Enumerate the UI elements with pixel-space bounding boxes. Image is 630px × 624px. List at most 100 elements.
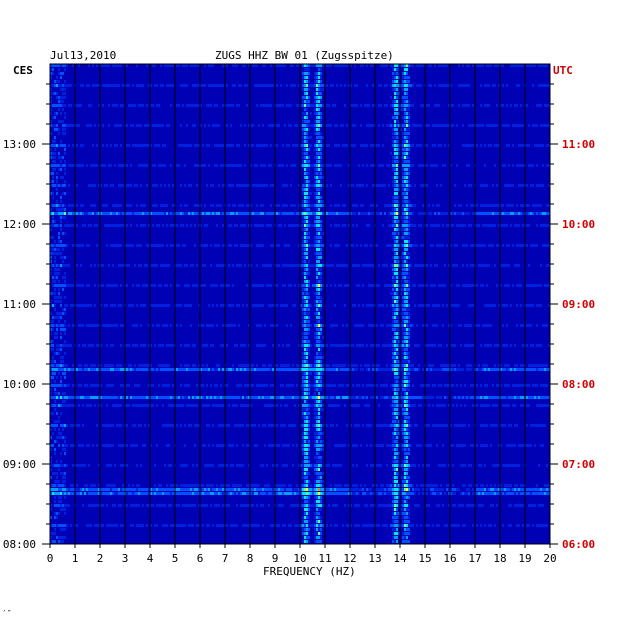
heatmap-cell	[448, 404, 450, 407]
heatmap-cell	[468, 284, 470, 287]
heatmap-cell	[398, 420, 400, 423]
heatmap-cell	[304, 396, 306, 399]
heatmap-cell	[128, 404, 130, 407]
heatmap-cell	[330, 64, 332, 67]
heatmap-cell	[318, 304, 320, 307]
heatmap-cell	[350, 84, 352, 87]
heatmap-cell	[398, 228, 400, 231]
heatmap-cell	[70, 404, 72, 407]
heatmap-cell	[94, 396, 96, 399]
heatmap-cell	[172, 204, 174, 207]
heatmap-cell	[50, 424, 52, 427]
heatmap-cell	[60, 204, 62, 207]
heatmap-cell	[404, 108, 406, 111]
heatmap-cell	[406, 80, 408, 83]
heatmap-cell	[394, 228, 396, 231]
heatmap-cell	[120, 124, 122, 127]
heatmap-cell	[310, 144, 312, 147]
heatmap-cell	[336, 404, 338, 407]
heatmap-cell	[396, 328, 398, 331]
heatmap-cell	[272, 384, 274, 387]
heatmap-cell	[346, 368, 348, 371]
heatmap-cell	[396, 176, 398, 179]
heatmap-cell	[422, 324, 424, 327]
heatmap-cell	[108, 324, 110, 327]
heatmap-cell	[50, 148, 52, 151]
heatmap-cell	[394, 320, 396, 323]
heatmap-cell	[490, 204, 492, 207]
heatmap-cell	[366, 64, 368, 67]
heatmap-cell	[180, 264, 182, 267]
heatmap-cell	[288, 124, 290, 127]
heatmap-cell	[378, 368, 380, 371]
heatmap-cell	[490, 64, 492, 67]
heatmap-cell	[138, 396, 140, 399]
heatmap-cell	[404, 100, 406, 103]
heatmap-cell	[378, 184, 380, 187]
heatmap-cell	[408, 204, 410, 207]
heatmap-cell	[120, 284, 122, 287]
heatmap-cell	[354, 124, 356, 127]
heatmap-cell	[256, 184, 258, 187]
heatmap-cell	[156, 404, 158, 407]
heatmap-cell	[50, 260, 52, 263]
heatmap-cell	[140, 204, 142, 207]
heatmap-cell	[498, 396, 500, 399]
heatmap-cell	[370, 204, 372, 207]
heatmap-cell	[326, 184, 328, 187]
heatmap-cell	[314, 224, 316, 227]
heatmap-cell	[154, 244, 156, 247]
heatmap-cell	[62, 404, 64, 407]
heatmap-cell	[202, 84, 204, 87]
heatmap-cell	[416, 244, 418, 247]
heatmap-cell	[320, 244, 322, 247]
heatmap-cell	[500, 212, 502, 215]
heatmap-cell	[94, 264, 96, 267]
heatmap-cell	[450, 244, 452, 247]
heatmap-cell	[162, 324, 164, 327]
heatmap-cell	[56, 188, 58, 191]
heatmap-cell	[152, 64, 154, 67]
heatmap-cell	[472, 144, 474, 147]
heatmap-cell	[302, 272, 304, 275]
heatmap-cell	[54, 400, 56, 403]
heatmap-cell	[216, 104, 218, 107]
heatmap-cell	[78, 104, 80, 107]
heatmap-cell	[394, 420, 396, 423]
heatmap-cell	[144, 368, 146, 371]
heatmap-cell	[308, 100, 310, 103]
heatmap-cell	[402, 132, 404, 135]
heatmap-cell	[396, 324, 398, 327]
heatmap-cell	[488, 404, 490, 407]
heatmap-cell	[494, 204, 496, 207]
heatmap-cell	[132, 144, 134, 147]
heatmap-cell	[398, 144, 400, 147]
heatmap-cell	[314, 252, 316, 255]
heatmap-cell	[54, 276, 56, 279]
heatmap-cell	[304, 268, 306, 271]
heatmap-cell	[316, 364, 318, 367]
heatmap-cell	[406, 252, 408, 255]
heatmap-cell	[398, 64, 400, 67]
heatmap-cell	[316, 128, 318, 131]
heatmap-cell	[58, 248, 60, 251]
heatmap-cell	[446, 396, 448, 399]
heatmap-cell	[396, 388, 398, 391]
heatmap-cell	[136, 344, 138, 347]
heatmap-cell	[442, 124, 444, 127]
heatmap-cell	[492, 212, 494, 215]
heatmap-cell	[372, 204, 374, 207]
heatmap-cell	[362, 396, 364, 399]
heatmap-cell	[370, 124, 372, 127]
heatmap-cell	[96, 224, 98, 227]
heatmap-cell	[528, 124, 530, 127]
heatmap-cell	[294, 304, 296, 307]
heatmap-cell	[402, 104, 404, 107]
heatmap-cell	[394, 292, 396, 295]
heatmap-cell	[258, 284, 260, 287]
heatmap-cell	[92, 212, 94, 215]
heatmap-cell	[158, 104, 160, 107]
heatmap-cell	[300, 204, 302, 207]
heatmap-cell	[60, 328, 62, 331]
heatmap-cell	[170, 404, 172, 407]
